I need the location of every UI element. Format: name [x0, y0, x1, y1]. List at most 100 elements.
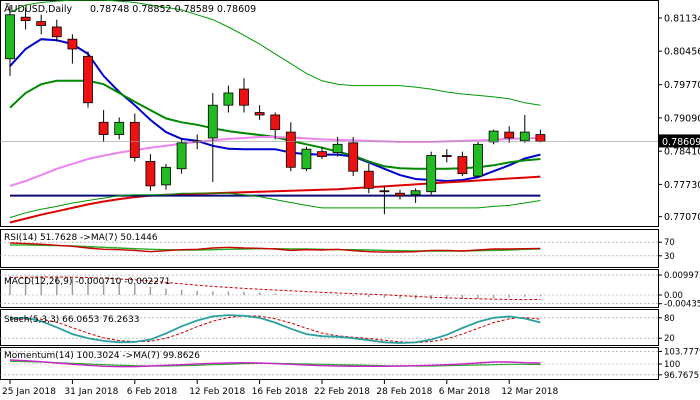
x-tick-label: 6 Feb 2018 — [127, 387, 178, 397]
candle-body — [379, 190, 390, 193]
y-tick-label: 0.00 — [664, 291, 683, 301]
candle-body — [5, 14, 15, 60]
bull-candle — [473, 141, 483, 178]
y-tick-label: 100 — [664, 360, 680, 370]
bull-candle — [426, 151, 437, 195]
candle-body — [473, 143, 483, 177]
x-tick-label: 22 Feb 2018 — [314, 387, 370, 397]
bear-candle — [457, 151, 468, 177]
rsi-label: RSI(14) 51.7628 ->MA(7) 50.1446 — [4, 233, 158, 243]
y-tick-label: 30 — [664, 252, 675, 262]
candle-body — [83, 55, 93, 104]
overlay-line — [9, 38, 541, 183]
x-tick-label: 28 Feb 2018 — [376, 387, 432, 397]
candle-body — [51, 26, 62, 38]
bear-candle — [129, 113, 140, 162]
bull-candle — [519, 114, 530, 143]
y-tick-label: 0.81134 — [664, 13, 700, 24]
bull-candle — [5, 4, 15, 76]
candle-body — [410, 190, 421, 196]
y-tick-label: 0.79770 — [664, 80, 700, 91]
candle-body — [395, 192, 405, 197]
y-tick-label: 20 — [664, 334, 675, 344]
collapse-triangle-icon — [5, 3, 10, 6]
x-tick-label: 25 Jan 2018 — [2, 387, 56, 397]
candle-body — [317, 151, 327, 157]
bull-candle — [301, 146, 312, 172]
candle-body — [348, 142, 359, 172]
symbol-label: AUDUSD,Daily — [4, 4, 73, 15]
candle-body — [426, 155, 437, 193]
bull-candle — [207, 92, 218, 182]
macd-label: MACD(12,26,9) -0.000710 -0.002271 — [4, 277, 170, 287]
candle-body — [129, 121, 140, 158]
y-tick-label: 70 — [664, 238, 675, 248]
candle-body — [36, 21, 47, 26]
candle-body — [457, 156, 468, 175]
candle-body — [519, 131, 530, 142]
candle-body — [176, 142, 187, 170]
candle-body — [145, 161, 156, 187]
y-tick-label: 0.80456 — [664, 47, 700, 58]
candle-body — [67, 38, 78, 50]
bear-candle — [363, 163, 374, 194]
candle-body — [301, 148, 312, 170]
y-tick-label: 96.7675 — [664, 371, 699, 381]
bear-candle — [317, 146, 327, 159]
candle-body — [161, 166, 171, 186]
candle-body — [223, 92, 234, 106]
candle-body — [441, 155, 452, 157]
bear-candle — [254, 105, 265, 120]
candle-body — [98, 121, 109, 135]
candle-body — [285, 131, 296, 168]
bull-candle — [410, 188, 421, 203]
rsi-panel: 70 30 RSI(14) 51.7628 ->MA(7) 50.1446 — [0, 229, 675, 268]
stoch-k-line — [9, 314, 541, 344]
bear-candle — [98, 110, 109, 142]
last-price-box — [659, 134, 700, 148]
candle-body — [488, 130, 499, 143]
candle-body — [363, 170, 374, 189]
bull-candle — [332, 136, 343, 157]
candle-body — [254, 112, 265, 116]
bear-candle — [20, 7, 31, 30]
bear-candle — [504, 126, 515, 143]
overlay-line — [9, 192, 541, 219]
macd-signal-line — [9, 276, 541, 301]
x-tick-label: 12 Feb 2018 — [189, 387, 245, 397]
candle-body — [504, 131, 515, 139]
bear-candle — [348, 136, 359, 177]
momentum-label: Momentum(14) 100.3024 ->MA(7) 99.8626 — [4, 351, 200, 361]
bull-candle — [176, 137, 187, 174]
y-tick-label: 0.79090 — [664, 113, 700, 124]
y-tick-label: 0.009975 — [664, 271, 700, 281]
x-axis: 25 Jan 2018 31 Jan 2018 6 Feb 2018 12 Feb 2… — [2, 380, 559, 397]
y-tick-label: 0.77070 — [664, 212, 700, 223]
candle-body — [270, 114, 281, 131]
stoch-panel: 80 20 Stoch(5,3,3) 66.0653 76.2633 — [0, 309, 675, 346]
stoch-d-line — [9, 315, 541, 344]
y-tick-label: -0.004356 — [664, 300, 700, 310]
candle-body — [239, 88, 249, 106]
bear-candle — [285, 122, 296, 172]
bear-candle — [83, 51, 93, 108]
bear-candle — [36, 14, 47, 35]
ohlc-label: 0.78748 0.78852 0.78589 0.78609 — [90, 4, 256, 15]
overlay-line — [9, 175, 541, 224]
bull-candle — [161, 163, 171, 190]
rsi-line — [9, 242, 541, 253]
candle-body — [535, 134, 546, 142]
candle-body — [207, 104, 218, 139]
y-tick-label: 103.7779 — [664, 347, 700, 357]
price-panel: 0.81134 0.80456 0.79770 0.79090 0.78410 0.777… — [0, 0, 700, 227]
momentum-line — [9, 359, 541, 368]
bear-candle — [395, 189, 405, 200]
y-tick-label: 0.77730 — [664, 180, 700, 191]
y-tick-label: 0.78410 — [664, 147, 700, 158]
bear-candle — [441, 149, 452, 163]
last-price-label: 0.78609 — [662, 137, 700, 148]
x-tick-label: 6 Mar 2018 — [439, 387, 491, 397]
x-tick-label: 31 Jan 2018 — [64, 387, 118, 397]
